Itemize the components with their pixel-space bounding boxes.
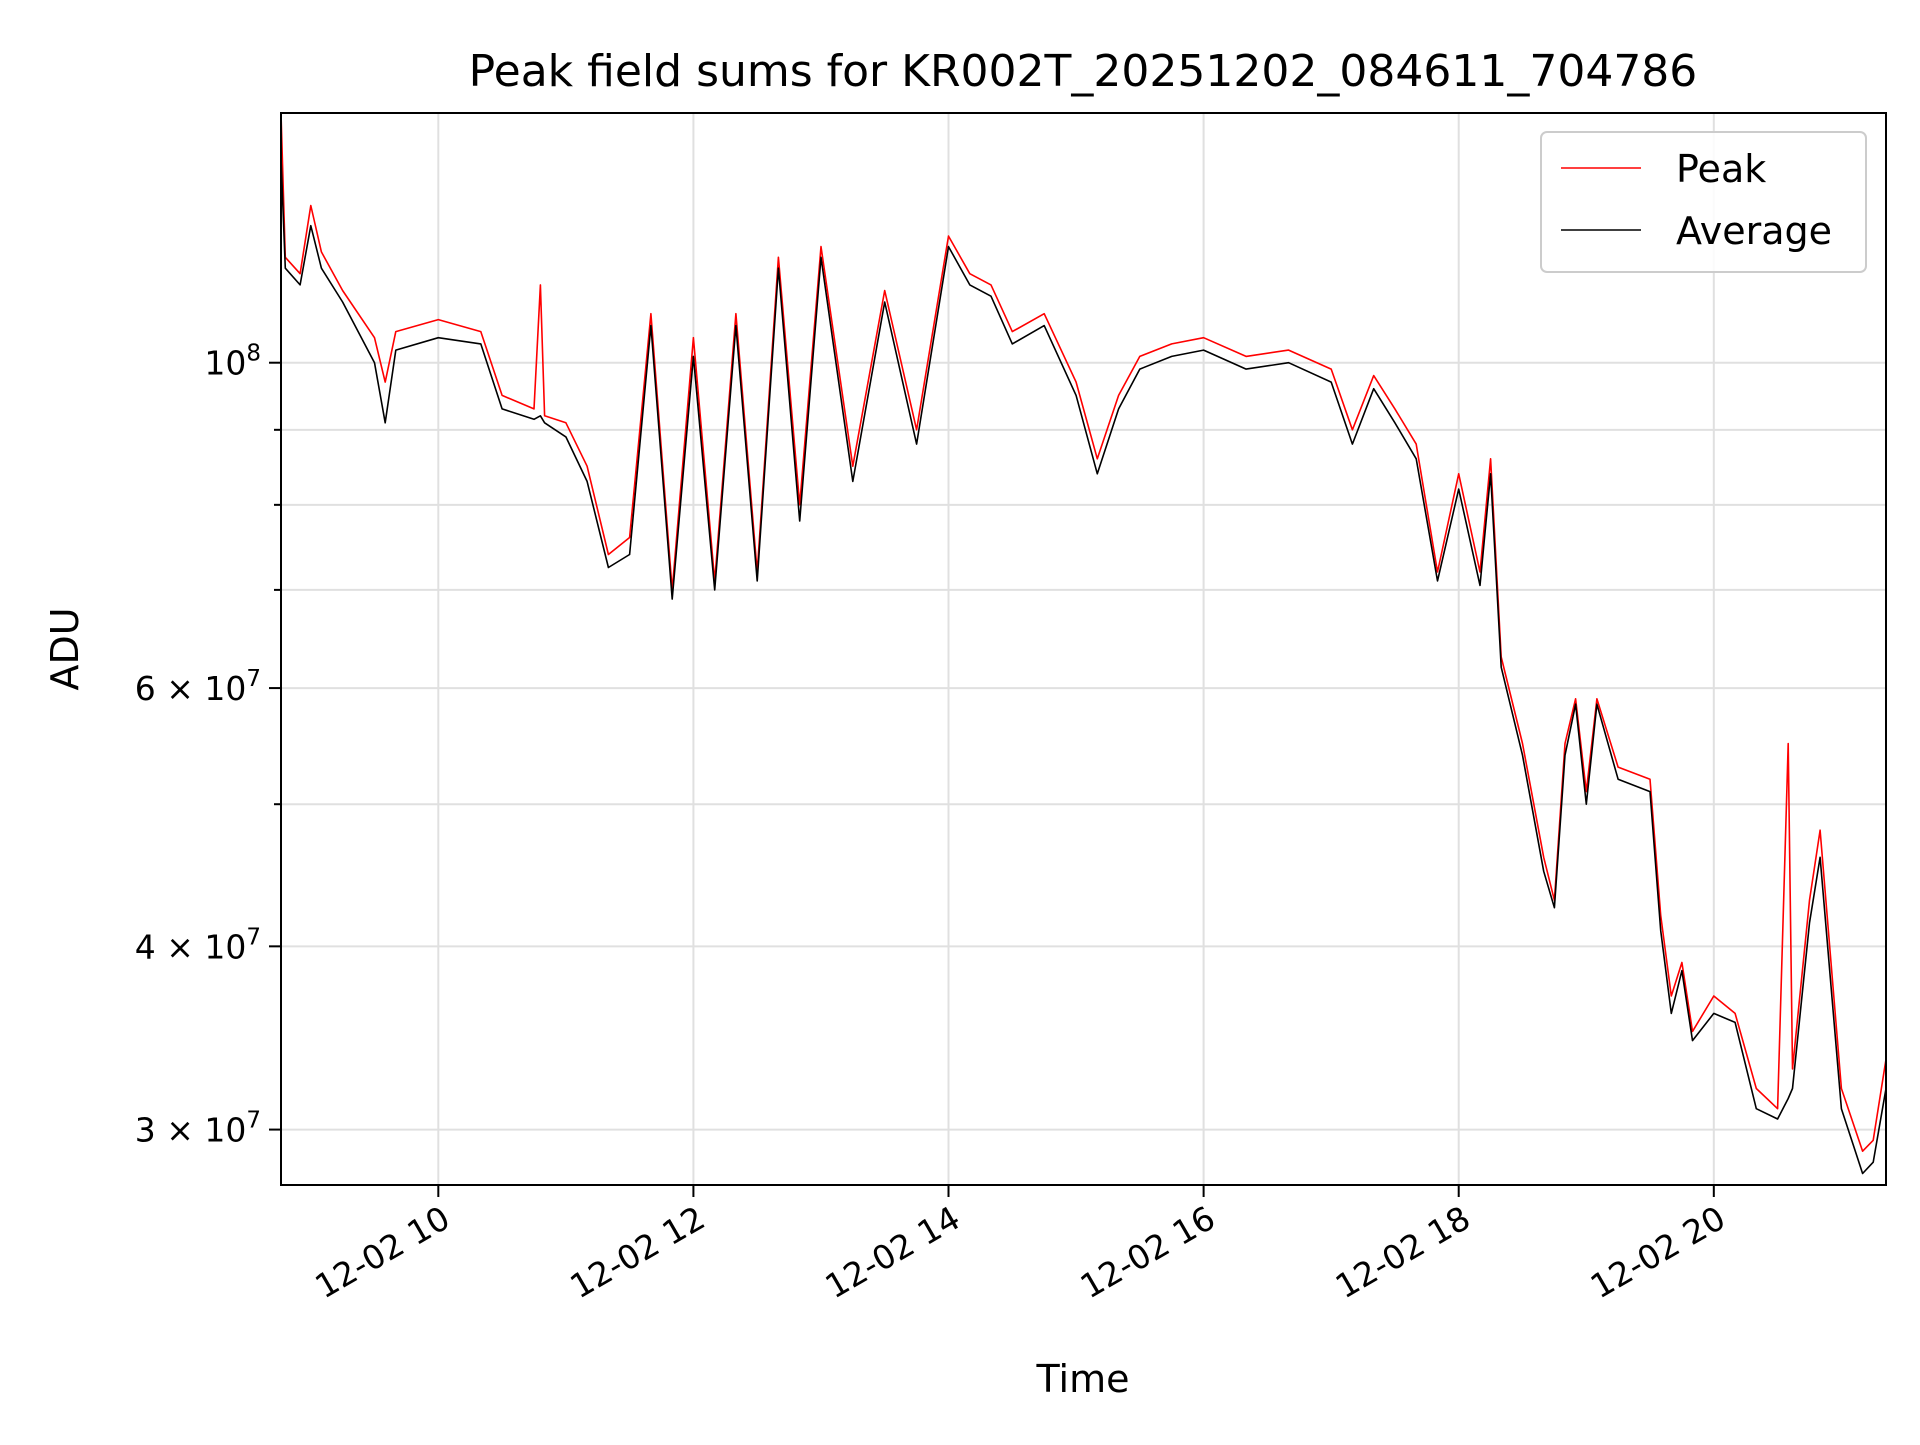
x-tick-label: 12-02 14 [819, 1198, 967, 1306]
y-tick-label: 4 × 107 [135, 924, 261, 966]
legend-label-average: Average [1676, 209, 1832, 253]
y-tick-label: 108 [204, 341, 261, 383]
legend-frame [1540, 131, 1867, 273]
x-tick-label: 12-02 12 [563, 1198, 711, 1306]
grid-layer [281, 113, 1886, 1185]
series-line-peak [280, 112, 1887, 1152]
series-line-average [280, 157, 1887, 1175]
x-axis-label: Time [1036, 1357, 1130, 1401]
plot-frame [280, 112, 1887, 1186]
series-layer [280, 112, 1887, 1175]
x-tick-label: 12-02 16 [1074, 1198, 1222, 1306]
y-tick-label: 6 × 107 [135, 666, 261, 708]
chart-title: Peak field sums for KR002T_20251202_0846… [469, 46, 1698, 97]
x-tick-label: 12-02 10 [308, 1198, 456, 1306]
legend: Peak Average [1540, 131, 1867, 273]
x-tick-label: 12-02 18 [1329, 1198, 1477, 1306]
x-tick-label: 12-02 20 [1584, 1198, 1732, 1306]
y-axis-label: ADU [43, 607, 87, 690]
legend-label-peak: Peak [1676, 147, 1766, 191]
y-tick-label: 3 × 107 [135, 1108, 261, 1150]
